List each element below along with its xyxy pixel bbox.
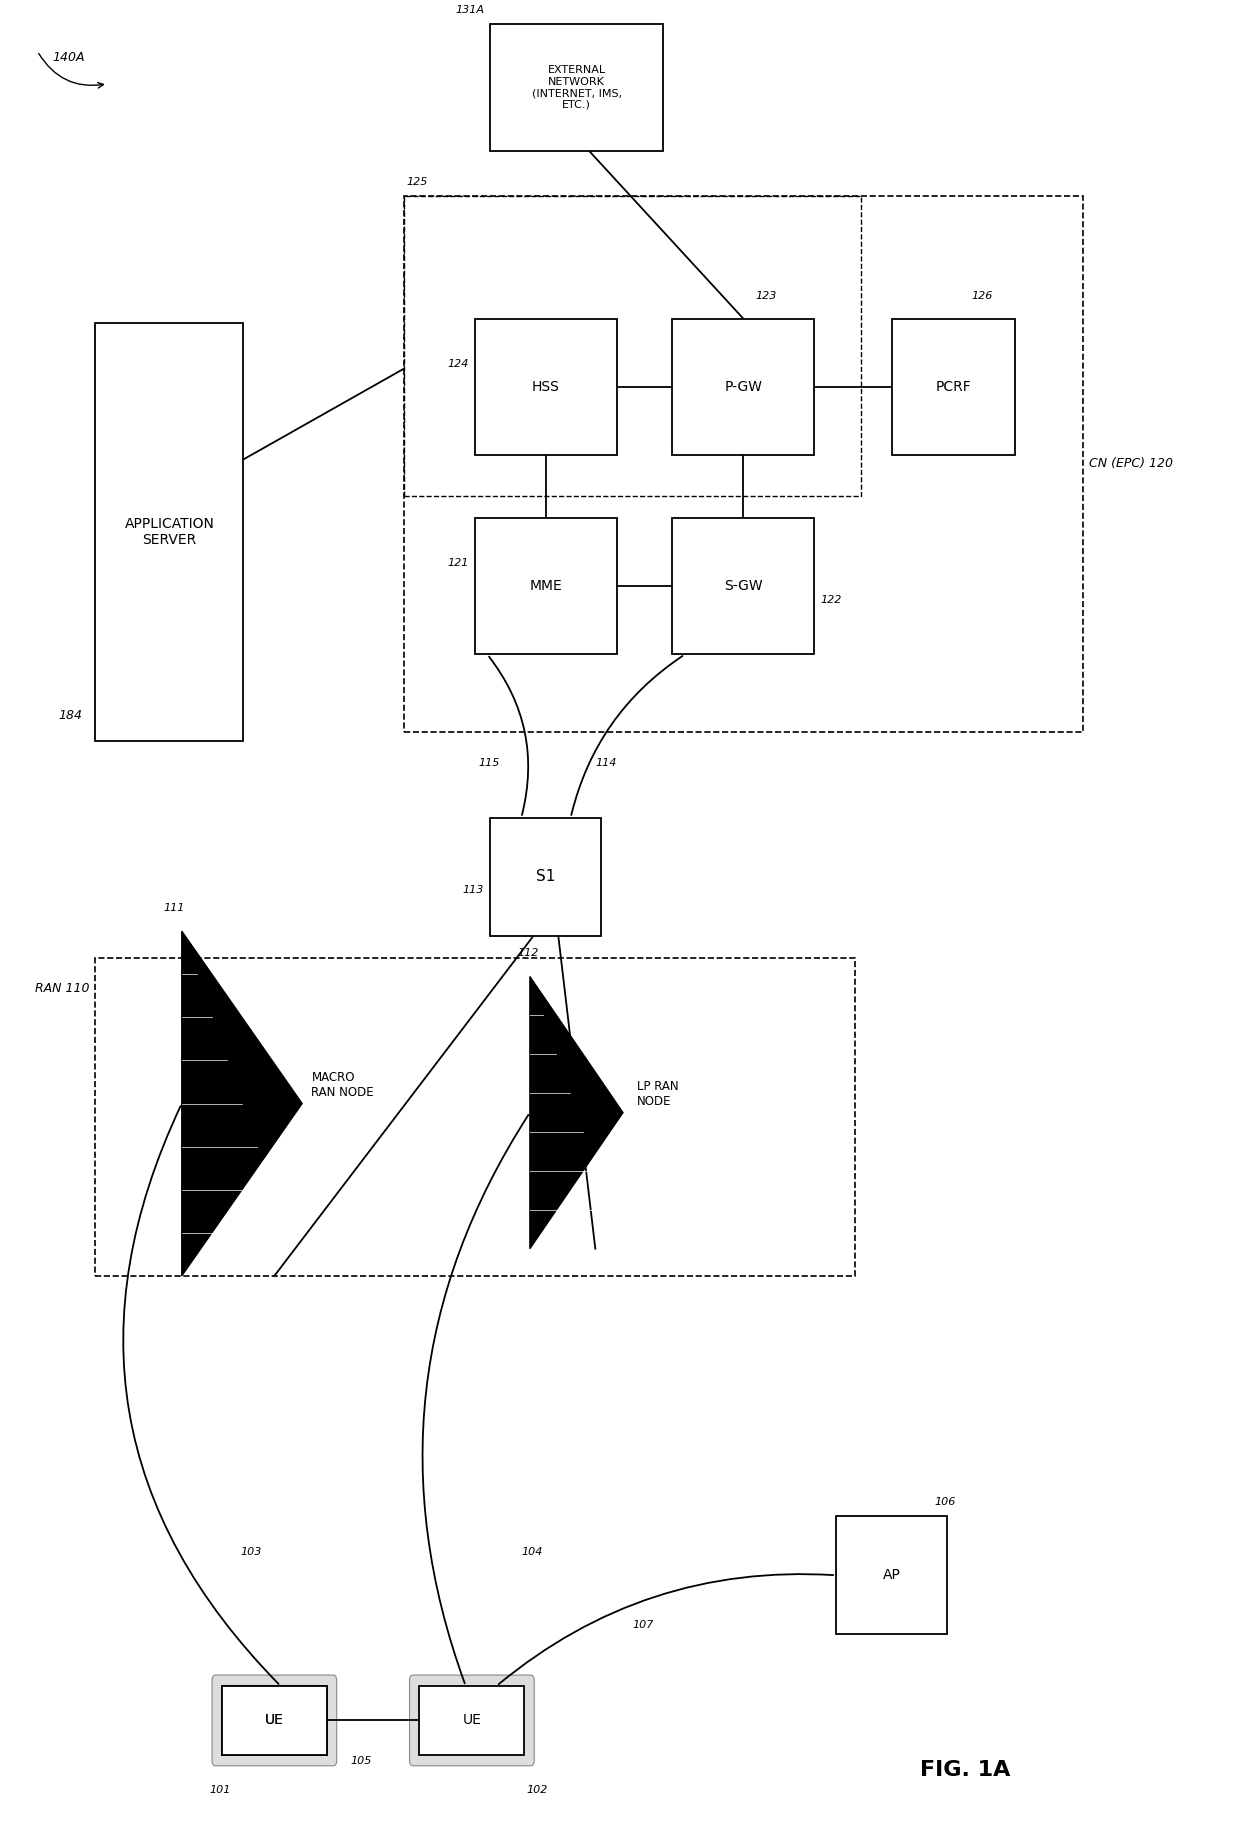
- Text: 102: 102: [527, 1785, 548, 1796]
- Polygon shape: [529, 977, 622, 1249]
- Text: FIG. 1A: FIG. 1A: [920, 1761, 1011, 1781]
- Text: 123: 123: [756, 290, 777, 301]
- FancyBboxPatch shape: [475, 319, 618, 456]
- FancyBboxPatch shape: [672, 518, 815, 654]
- Text: 184: 184: [58, 709, 82, 722]
- Text: 126: 126: [972, 290, 993, 301]
- Text: S1: S1: [536, 870, 556, 884]
- Text: 140A: 140A: [52, 51, 84, 64]
- Text: 115: 115: [479, 758, 500, 767]
- Text: 106: 106: [935, 1497, 956, 1508]
- Text: MACRO
RAN NODE: MACRO RAN NODE: [311, 1072, 374, 1099]
- Text: 111: 111: [164, 902, 185, 913]
- Text: 121: 121: [448, 558, 469, 569]
- Text: 101: 101: [210, 1785, 231, 1796]
- Text: CN (EPC) 120: CN (EPC) 120: [1089, 458, 1173, 470]
- Text: 113: 113: [463, 884, 484, 895]
- Text: 124: 124: [448, 359, 469, 368]
- Text: APPLICATION
SERVER: APPLICATION SERVER: [124, 518, 215, 547]
- Text: UE: UE: [265, 1714, 284, 1728]
- FancyBboxPatch shape: [222, 1686, 327, 1756]
- FancyBboxPatch shape: [212, 1675, 337, 1766]
- FancyBboxPatch shape: [490, 819, 601, 935]
- Text: 104: 104: [521, 1548, 543, 1557]
- Text: 122: 122: [821, 594, 842, 605]
- Polygon shape: [182, 932, 303, 1276]
- FancyBboxPatch shape: [475, 518, 618, 654]
- FancyBboxPatch shape: [490, 24, 663, 151]
- Text: RAN 110: RAN 110: [35, 981, 89, 995]
- Text: 131A: 131A: [455, 5, 484, 15]
- Text: 105: 105: [350, 1756, 372, 1766]
- Text: AP: AP: [883, 1568, 900, 1582]
- FancyBboxPatch shape: [672, 319, 815, 456]
- Text: 103: 103: [241, 1548, 262, 1557]
- Text: UE: UE: [463, 1714, 481, 1728]
- Text: MME: MME: [529, 580, 562, 594]
- Text: LP RAN
NODE: LP RAN NODE: [637, 1081, 680, 1108]
- FancyBboxPatch shape: [836, 1517, 947, 1633]
- FancyBboxPatch shape: [95, 323, 243, 740]
- Text: UE: UE: [265, 1714, 284, 1728]
- FancyBboxPatch shape: [222, 1686, 327, 1756]
- FancyBboxPatch shape: [409, 1675, 534, 1766]
- FancyBboxPatch shape: [419, 1686, 525, 1756]
- Text: 112: 112: [517, 948, 539, 959]
- Text: 114: 114: [595, 758, 616, 767]
- Text: 107: 107: [632, 1619, 653, 1630]
- Text: S-GW: S-GW: [724, 580, 763, 594]
- FancyBboxPatch shape: [892, 319, 1016, 456]
- Text: EXTERNAL
NETWORK
(INTERNET, IMS,
ETC.): EXTERNAL NETWORK (INTERNET, IMS, ETC.): [532, 66, 621, 109]
- Text: PCRF: PCRF: [935, 379, 971, 394]
- Text: 125: 125: [407, 177, 428, 188]
- Text: P-GW: P-GW: [724, 379, 763, 394]
- Text: HSS: HSS: [532, 379, 560, 394]
